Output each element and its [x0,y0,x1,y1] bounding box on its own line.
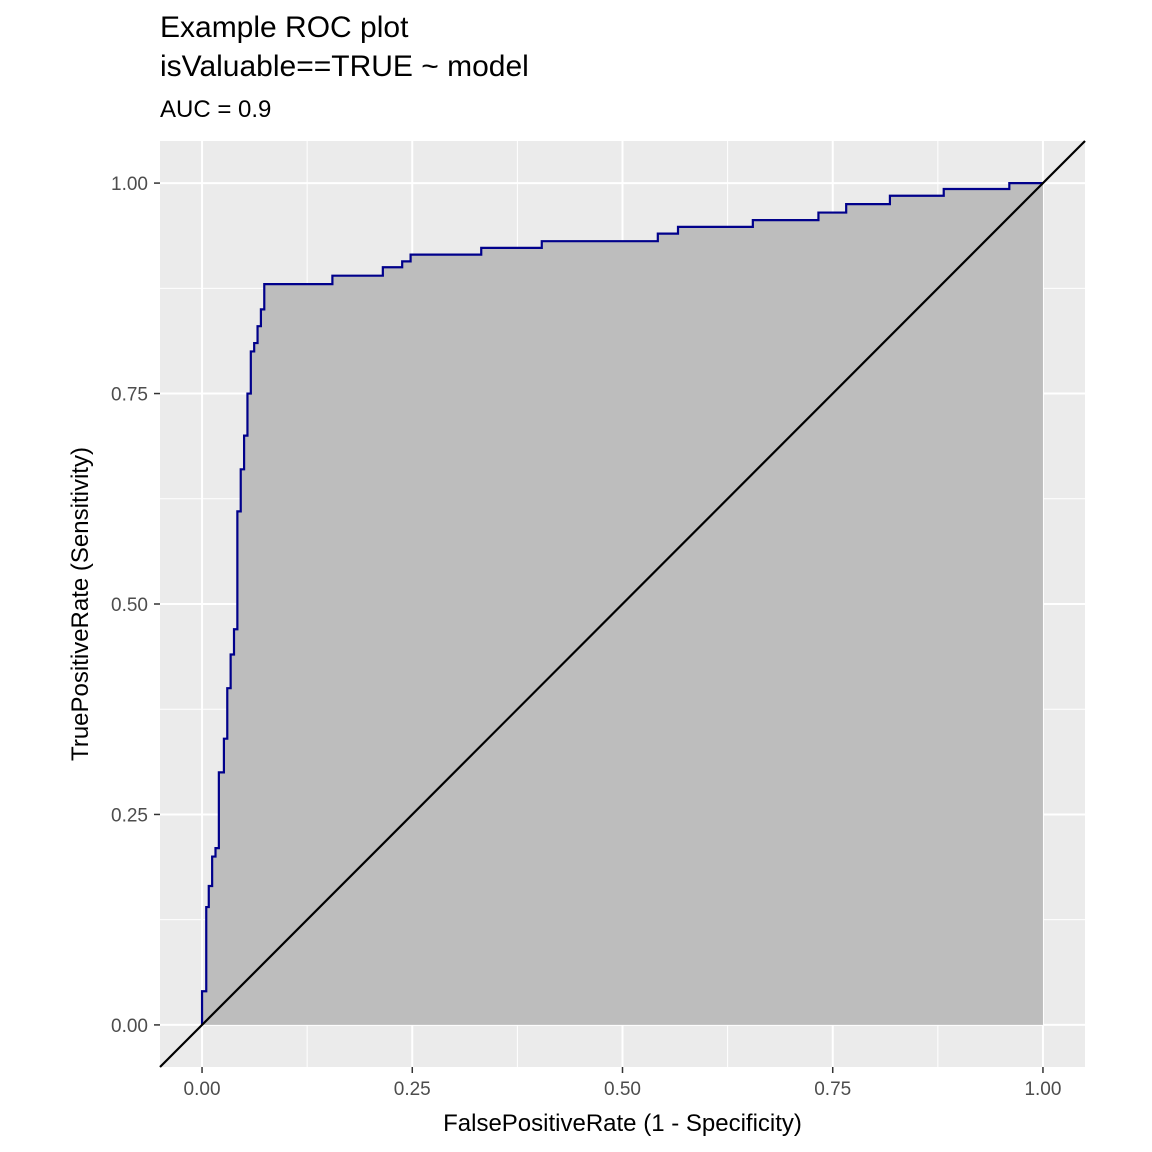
reference-diagonal-line [159,140,1086,1068]
x-tick-label: 0.00 [184,1079,221,1100]
x-tick-label: 0.50 [604,1079,641,1100]
y-tick-label: 0.75 [111,385,148,406]
x-tick-label: 0.25 [394,1079,431,1100]
y-axis-label: TruePositiveRate (Sensitivity) [67,447,94,761]
y-tick-label: 0.50 [111,595,148,616]
chart-title: Example ROC plot [160,11,409,44]
x-tick-label: 0.75 [814,1079,851,1100]
y-tick-label: 1.00 [111,174,148,195]
y-tick-label: 0.00 [111,1016,148,1037]
chart-subtitle: AUC = 0.9 [160,96,272,123]
roc-curve-line [200,181,1043,1025]
x-axis-label: FalsePositiveRate (1 - Specificity) [443,1110,802,1137]
y-tick-label: 0.25 [111,805,148,826]
x-tick-label: 1.00 [1024,1079,1061,1100]
x-axis-ticks: 0.00 0.25 0.50 0.75 1.00 [184,1067,1061,1100]
y-axis-ticks: 0.00 0.25 0.50 0.75 1.00 [111,174,160,1037]
chart-title-line2: isValuable==TRUE ~ model [160,50,529,83]
